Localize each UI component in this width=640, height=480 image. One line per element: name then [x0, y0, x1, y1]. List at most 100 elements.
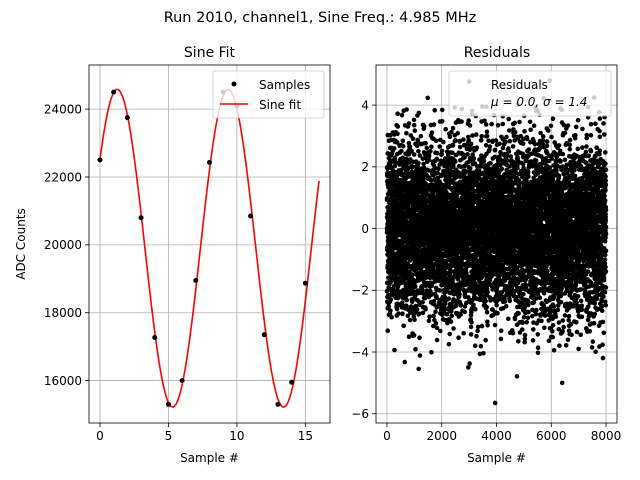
- residual-point: [412, 128, 418, 133]
- sine-fit-plot-area: [97, 88, 320, 408]
- residual-point: [475, 324, 481, 330]
- residual-point: [426, 157, 432, 163]
- residual-point: [413, 284, 418, 289]
- residual-point: [436, 166, 441, 171]
- sample-point: [124, 115, 130, 121]
- residual-point: [417, 244, 423, 250]
- residual-point: [455, 131, 461, 136]
- residual-point: [447, 134, 453, 140]
- sample-point: [302, 280, 308, 286]
- residual-point: [504, 153, 510, 158]
- residual-point: [465, 152, 470, 157]
- legend-sine-fit-label: Sine fit: [259, 98, 301, 112]
- residual-point: [395, 140, 400, 145]
- residual-point: [488, 161, 493, 166]
- residual-point: [404, 131, 409, 136]
- residual-point: [402, 359, 408, 365]
- residual-point: [417, 153, 423, 158]
- sine-fit-y-tick-label: 20000: [44, 238, 82, 252]
- sample-point: [152, 334, 158, 340]
- residual-point: [405, 313, 411, 319]
- residual-point: [423, 307, 428, 312]
- sine-fit-y-tick-label: 24000: [44, 102, 82, 116]
- residual-point: [420, 287, 425, 292]
- residual-point: [437, 288, 443, 293]
- residual-point: [512, 120, 518, 126]
- residual-point: [479, 323, 485, 329]
- residual-point: [484, 304, 490, 310]
- residual-point: [416, 311, 422, 317]
- residual-point: [395, 131, 400, 137]
- residual-point: [438, 328, 443, 334]
- residual-point: [467, 361, 472, 366]
- residual-point: [427, 314, 432, 320]
- residuals-title: Residuals: [464, 45, 530, 61]
- sample-point: [193, 277, 199, 283]
- sine-fit-curve: [99, 88, 320, 408]
- residual-point: [440, 107, 445, 113]
- residual-point: [431, 122, 437, 127]
- residual-point: [406, 121, 412, 126]
- residual-point: [417, 335, 422, 341]
- residual-point: [434, 156, 440, 162]
- residual-point: [508, 154, 513, 159]
- residual-point: [400, 138, 406, 144]
- residual-point: [429, 130, 435, 135]
- sample-point: [261, 332, 267, 338]
- residual-point: [512, 316, 518, 322]
- residual-point: [421, 165, 427, 171]
- residual-point: [411, 332, 417, 338]
- residual-point: [466, 137, 472, 143]
- residual-point: [432, 165, 438, 171]
- residual-point: [468, 141, 474, 147]
- residual-point: [439, 119, 445, 124]
- residual-point: [474, 333, 479, 339]
- residual-point: [457, 292, 462, 297]
- residual-point: [411, 152, 417, 157]
- residual-point: [506, 128, 512, 133]
- residual-point: [517, 119, 522, 125]
- residual-point: [489, 121, 495, 127]
- residual-point: [433, 309, 438, 315]
- residual-point: [462, 309, 468, 315]
- residual-point: [510, 144, 516, 149]
- residual-point: [415, 139, 421, 144]
- residual-point: [387, 219, 392, 225]
- residual-point: [468, 332, 474, 337]
- residual-point: [493, 138, 499, 143]
- residual-point: [483, 337, 489, 343]
- residual-point: [400, 311, 405, 317]
- residual-point: [457, 144, 463, 150]
- sample-point: [97, 157, 103, 163]
- residual-point: [467, 147, 473, 153]
- residual-point: [481, 351, 486, 356]
- residual-point: [411, 117, 417, 123]
- residual-point: [446, 296, 452, 301]
- sample-point: [248, 213, 254, 219]
- residual-point: [401, 323, 407, 329]
- sample-point: [207, 159, 212, 165]
- residual-point: [485, 323, 490, 328]
- residual-point: [450, 143, 456, 148]
- sine-fit-axes-frame: [88, 64, 331, 424]
- residual-point: [421, 123, 427, 129]
- residual-point: [406, 334, 412, 340]
- residual-point: [504, 134, 509, 140]
- residual-point: [429, 144, 434, 150]
- sine-fit-x-tick-label: 15: [298, 429, 313, 443]
- residual-point: [446, 341, 452, 347]
- residual-point: [507, 138, 513, 144]
- sine-fit-x-tick-label: 5: [165, 429, 173, 443]
- residual-point: [492, 322, 498, 328]
- sine-fit-x-tick-label: 0: [96, 429, 104, 443]
- residual-point: [389, 314, 394, 320]
- residual-point: [503, 139, 508, 145]
- residual-point: [449, 313, 455, 319]
- residual-point: [385, 328, 391, 334]
- residual-point: [453, 138, 458, 143]
- residual-point: [421, 161, 426, 167]
- residual-point: [498, 328, 504, 334]
- residual-point: [420, 310, 426, 316]
- residual-point: [481, 158, 487, 164]
